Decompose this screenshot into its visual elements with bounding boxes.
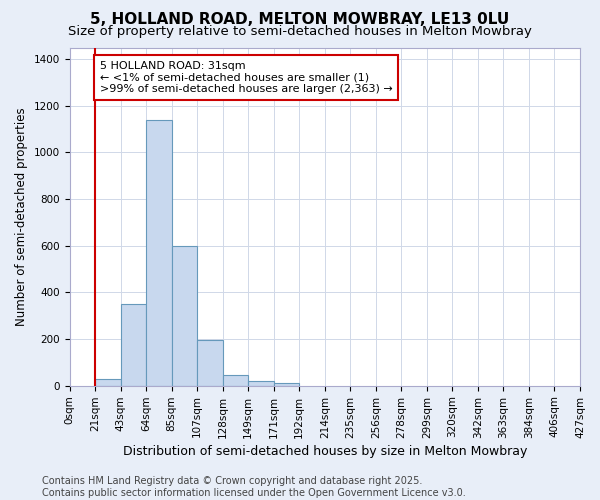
Bar <box>146 120 172 386</box>
Bar <box>248 381 274 386</box>
Y-axis label: Number of semi-detached properties: Number of semi-detached properties <box>15 108 28 326</box>
Bar <box>172 246 197 386</box>
Bar <box>197 340 223 386</box>
Text: 5, HOLLAND ROAD, MELTON MOWBRAY, LE13 0LU: 5, HOLLAND ROAD, MELTON MOWBRAY, LE13 0L… <box>91 12 509 28</box>
Bar <box>95 378 121 386</box>
X-axis label: Distribution of semi-detached houses by size in Melton Mowbray: Distribution of semi-detached houses by … <box>122 444 527 458</box>
Text: Size of property relative to semi-detached houses in Melton Mowbray: Size of property relative to semi-detach… <box>68 25 532 38</box>
Text: 5 HOLLAND ROAD: 31sqm
← <1% of semi-detached houses are smaller (1)
>99% of semi: 5 HOLLAND ROAD: 31sqm ← <1% of semi-deta… <box>100 61 392 94</box>
Bar <box>121 304 146 386</box>
Text: Contains HM Land Registry data © Crown copyright and database right 2025.
Contai: Contains HM Land Registry data © Crown c… <box>42 476 466 498</box>
Bar <box>274 384 299 386</box>
Bar <box>223 375 248 386</box>
